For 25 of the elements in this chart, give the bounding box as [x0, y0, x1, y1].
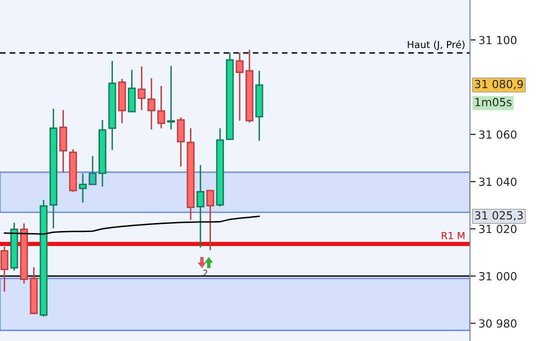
candlestick	[236, 52, 244, 122]
candlestick	[157, 85, 166, 129]
y-tick-label: 31 000	[479, 272, 516, 280]
candlestick	[78, 172, 87, 204]
y-tick-label: 31 020	[479, 224, 516, 234]
ref-line-label: R1 M	[442, 232, 464, 240]
candlestick	[59, 109, 68, 174]
y-tick-label: 31 100	[479, 36, 516, 44]
ref-line-label: Haut (J, Pré)	[408, 40, 464, 50]
candlestick	[88, 155, 97, 186]
candlestick	[167, 65, 175, 130]
text: 31 080,9	[475, 80, 523, 90]
candlestick	[148, 77, 156, 130]
candlestick	[206, 190, 214, 251]
candlestick	[128, 69, 136, 112]
candlestick	[138, 66, 146, 111]
line-series	[4, 216, 260, 235]
y-tick-label: 30 980	[479, 319, 516, 328]
text: 1m05s	[475, 98, 512, 106]
y-tick-label: 31 040	[479, 178, 516, 186]
annotation: 2	[203, 270, 208, 276]
candlestick	[196, 164, 204, 248]
y-tick-label: 31 060	[479, 130, 516, 139]
text: 31 025,3	[475, 211, 523, 221]
candlestick	[0, 246, 8, 292]
